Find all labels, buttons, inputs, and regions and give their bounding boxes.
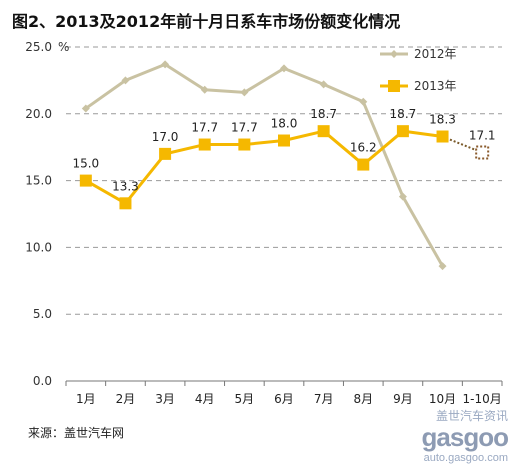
y-tick-label: 25.0 (25, 40, 52, 54)
series-2012-point (200, 85, 209, 94)
legend: 2012年 2013年 (380, 47, 457, 93)
chart-title: 图2、2013及2012年前十月日系车市场份额变化情况 (12, 12, 401, 31)
x-tick-label: 7月 (314, 392, 334, 406)
series-2013-point (79, 174, 92, 187)
series-2013-point (198, 138, 211, 151)
grid-lines (66, 46, 502, 315)
x-tick-label: 5月 (235, 392, 255, 406)
series-2012-point (240, 88, 249, 97)
series-2012-point (81, 104, 90, 113)
watermark-text-brand: gasgoo (421, 422, 509, 453)
series-2013-data-label: 18.0 (271, 117, 298, 131)
legend-2012-marker (390, 50, 398, 58)
y-unit-label: % (58, 40, 69, 54)
legend-2013-marker (388, 80, 400, 92)
series-2013-dotted-segment (442, 135, 483, 154)
series-2013-data-label: 17.7 (191, 121, 218, 135)
x-tick-label: 6月 (274, 392, 294, 406)
x-tick-label: 8月 (353, 392, 373, 406)
source-note: 来源：盖世汽车网 (28, 426, 125, 440)
series-2013-data-label: 18.7 (390, 107, 417, 121)
y-tick-label: 10.0 (25, 240, 52, 254)
series-2013: 15.0 13.3 17.0 17.7 17.7 18.0 18.7 16.2 18.7 18.3… (72, 107, 496, 210)
series-2013-point (357, 158, 370, 171)
series-2013-line (85, 129, 443, 205)
x-tick-label: 4月 (195, 392, 215, 406)
series-2012-point (280, 64, 288, 73)
series-2013-data-label: 18.7 (310, 107, 337, 121)
series-2012-point (438, 262, 447, 271)
x-axis: 1月 2月 3月 4月 5月 6月 7月 8月 9月 10月 1-10月 (65, 380, 503, 406)
y-axis: 0.0 5.0 10.0 15.0 20.0 25.0% (25, 40, 69, 388)
series-2013-point (475, 145, 490, 160)
series-2012-point (121, 76, 130, 85)
x-tick-label: 9月 (393, 392, 413, 406)
legend-2013-label: 2013年 (414, 79, 457, 93)
series-2012-point (161, 60, 170, 69)
line-chart: 0.0 5.0 10.0 15.0 20.0 25.0% 1月 2月 3月 4月 5月 6月 7月 8月… (25, 40, 503, 406)
series-2013-point (317, 125, 330, 138)
series-2013-point (159, 147, 172, 160)
series-2013-data-label: 17.7 (231, 121, 258, 135)
series-2013-point (278, 134, 290, 147)
series-2013-point (119, 197, 132, 210)
y-tick-label: 5.0 (33, 307, 52, 321)
legend-2012-label: 2012年 (414, 47, 457, 61)
series-2012-point (319, 80, 328, 89)
watermark-text-cn: 盖世汽车资讯 (435, 409, 508, 423)
x-tick-label: 2月 (116, 392, 136, 406)
series-2012-point (398, 192, 407, 201)
series-2013-point (396, 125, 409, 138)
gasgoo-watermark-logo: 盖世汽车资讯 gasgoo auto.gasgoo.com (421, 409, 509, 464)
series-2013-data-label: 17.1 (469, 129, 496, 143)
series-2013-data-label: 16.2 (350, 141, 377, 155)
y-tick-label: 15.0 (25, 174, 52, 188)
series-2013-point (238, 138, 251, 151)
y-tick-label: 20.0 (25, 107, 52, 121)
series-2013-data-label: 17.0 (152, 130, 179, 144)
series-2012-point (359, 97, 368, 106)
x-tick-label: 3月 (155, 392, 175, 406)
x-tick-label: 1月 (76, 392, 96, 406)
x-tick-label: 1-10月 (463, 392, 502, 406)
series-2013-point (436, 130, 449, 143)
series-2013-data-label: 13.3 (112, 179, 139, 193)
y-tick-label: 0.0 (33, 374, 52, 388)
series-2012-line (84, 62, 444, 267)
x-tick-label: 10月 (429, 392, 456, 406)
series-2013-data-label: 15.0 (72, 157, 99, 171)
series-2013-data-label: 18.3 (429, 113, 456, 127)
